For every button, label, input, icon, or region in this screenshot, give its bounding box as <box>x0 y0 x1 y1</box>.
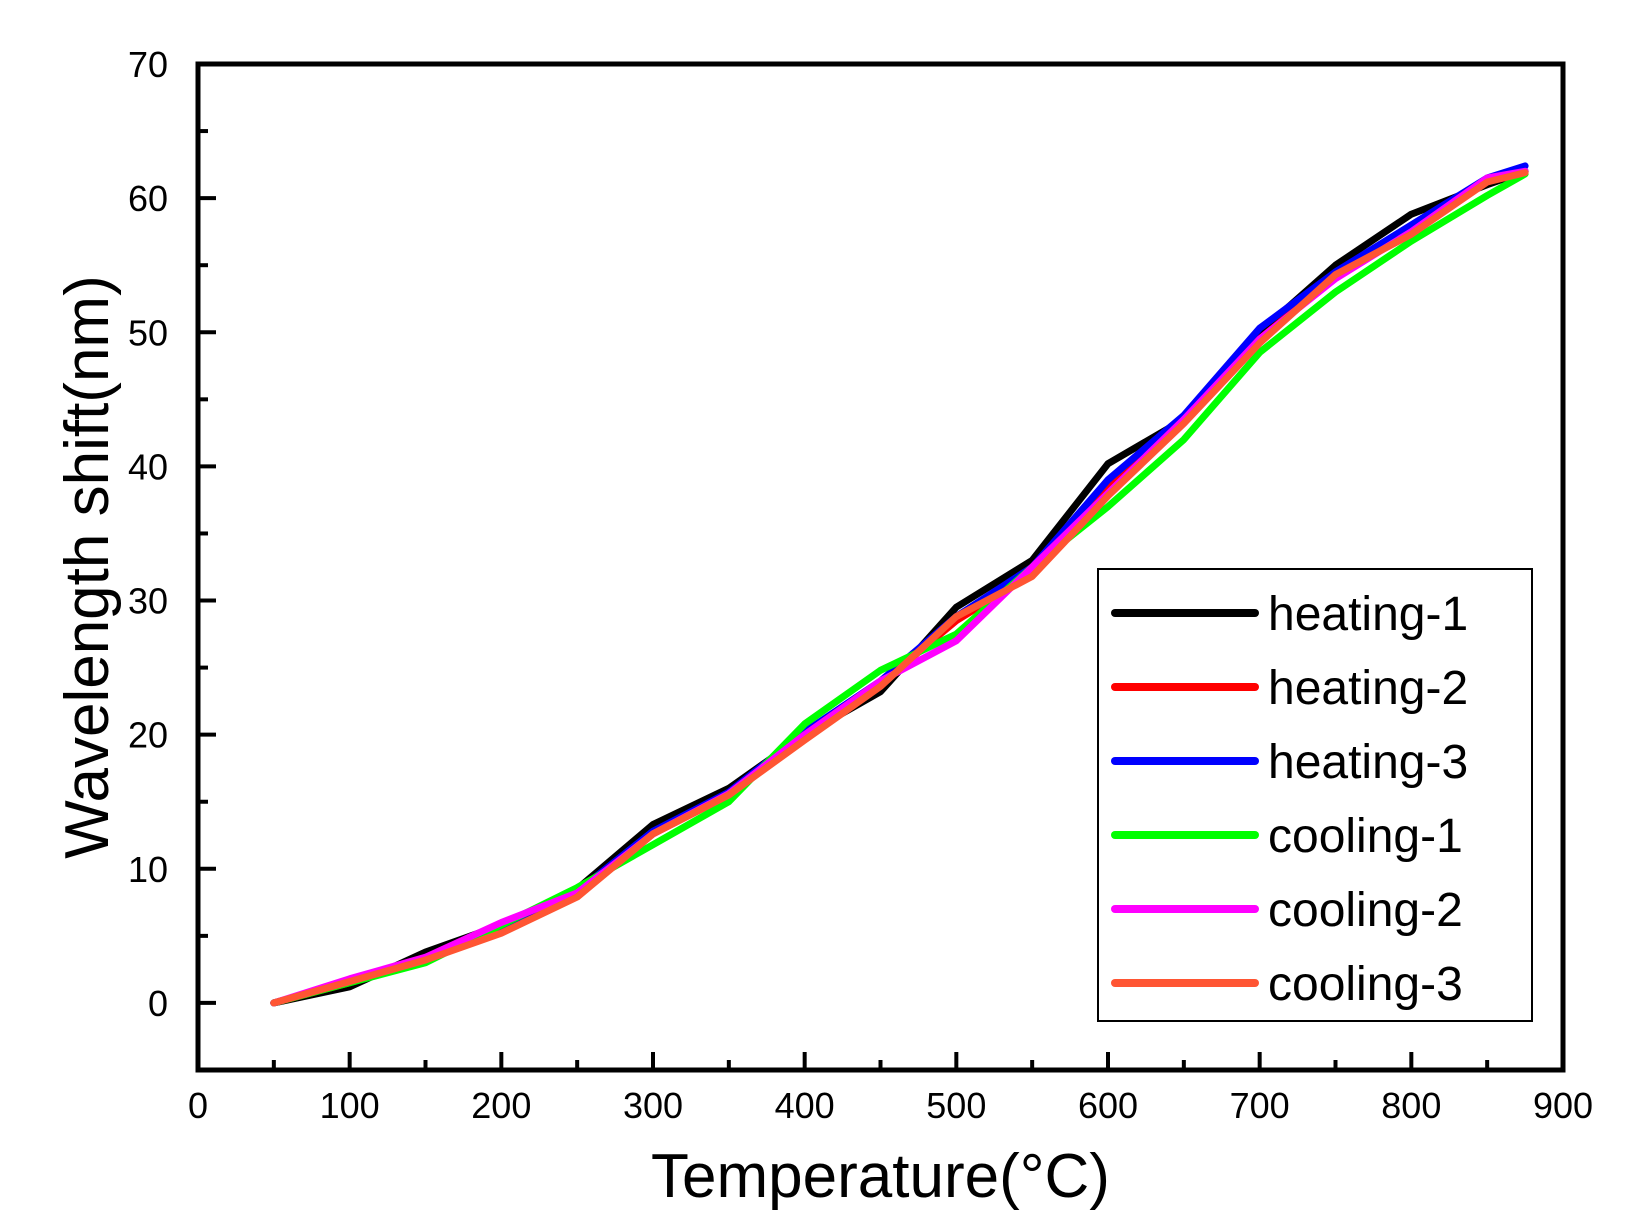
axis-tick-labels: 0 100 200 300 400 500 600 700 800 900 0 10 20 30 40 50 6… <box>128 44 1593 1126</box>
y-tick-label: 70 <box>128 44 168 85</box>
series-line-cooling-3 <box>270 169 1529 1007</box>
y-tick-label: 30 <box>128 581 168 622</box>
y-tick-label: 60 <box>128 178 168 219</box>
x-tick-label: 800 <box>1381 1085 1441 1126</box>
series-lines <box>270 162 1529 1007</box>
x-tick-label: 700 <box>1230 1085 1290 1126</box>
legend-label-cooling-2: cooling-2 <box>1268 884 1463 937</box>
x-axis-title: Temperature(°C) <box>651 1142 1110 1211</box>
legend: heating-1 heating-2 heating-3 cooling-1 cool… <box>1097 568 1533 1022</box>
legend-label-heating-1: heating-1 <box>1268 588 1468 641</box>
legend-label-heating-3: heating-3 <box>1268 736 1468 789</box>
x-tick-label: 900 <box>1533 1085 1593 1126</box>
y-axis-title: Wavelength shift(nm) <box>53 275 122 858</box>
legend-box <box>1097 568 1533 1022</box>
legend-label-heating-2: heating-2 <box>1268 662 1468 715</box>
y-tick-label: 20 <box>128 715 168 756</box>
x-tick-label: 400 <box>775 1085 835 1126</box>
y-tick-label: 0 <box>148 983 168 1024</box>
x-tick-label: 600 <box>1078 1085 1138 1126</box>
x-tick-label: 200 <box>471 1085 531 1126</box>
x-tick-label: 300 <box>623 1085 683 1126</box>
y-tick-label: 40 <box>128 446 168 487</box>
y-tick-label: 50 <box>128 312 168 353</box>
legend-label-cooling-1: cooling-1 <box>1268 810 1463 863</box>
x-tick-label: 100 <box>320 1085 380 1126</box>
x-tick-label: 0 <box>188 1085 208 1126</box>
legend-label-cooling-3: cooling-3 <box>1268 958 1463 1011</box>
y-tick-label: 10 <box>128 849 168 890</box>
axis-ticks <box>196 62 1565 1072</box>
x-tick-label: 500 <box>926 1085 986 1126</box>
